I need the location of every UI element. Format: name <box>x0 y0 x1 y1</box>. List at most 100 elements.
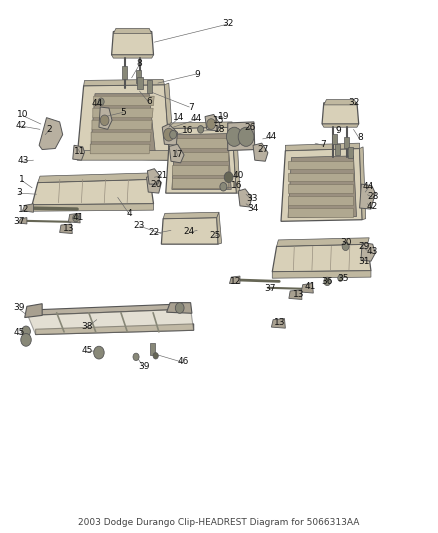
Text: 44: 44 <box>191 114 202 123</box>
Text: 43: 43 <box>367 247 378 256</box>
Bar <box>335 144 340 155</box>
Circle shape <box>163 128 174 141</box>
Polygon shape <box>172 152 228 161</box>
Polygon shape <box>25 304 42 318</box>
Text: 8: 8 <box>357 133 364 142</box>
Polygon shape <box>84 79 164 86</box>
Polygon shape <box>286 143 360 151</box>
Text: 27: 27 <box>257 145 268 154</box>
Text: 13: 13 <box>293 289 304 298</box>
Text: 3: 3 <box>16 188 22 197</box>
Text: 36: 36 <box>321 277 333 286</box>
Text: 30: 30 <box>340 238 351 247</box>
Text: 21: 21 <box>156 171 168 180</box>
Text: 12: 12 <box>18 205 29 214</box>
Text: 44: 44 <box>363 182 374 191</box>
Polygon shape <box>91 132 151 142</box>
Text: 28: 28 <box>367 192 378 201</box>
Polygon shape <box>28 304 191 316</box>
Text: 40: 40 <box>233 171 244 180</box>
Polygon shape <box>172 139 228 148</box>
Text: 37: 37 <box>13 217 25 227</box>
Text: 17: 17 <box>172 150 183 159</box>
Polygon shape <box>73 146 85 160</box>
Text: 20: 20 <box>150 180 161 189</box>
Text: 25: 25 <box>209 231 220 240</box>
Polygon shape <box>94 96 154 106</box>
Bar <box>344 138 349 148</box>
Circle shape <box>98 98 104 106</box>
Bar <box>136 70 141 83</box>
Text: 23: 23 <box>134 221 145 230</box>
Circle shape <box>94 346 104 359</box>
Polygon shape <box>170 122 232 128</box>
Bar <box>138 77 143 90</box>
Polygon shape <box>166 127 237 193</box>
Polygon shape <box>288 161 353 169</box>
Circle shape <box>73 214 79 222</box>
Polygon shape <box>22 204 33 212</box>
Circle shape <box>238 127 254 147</box>
Polygon shape <box>161 217 218 244</box>
Text: 2: 2 <box>47 125 53 134</box>
Text: 16: 16 <box>231 181 242 190</box>
Circle shape <box>153 353 158 359</box>
Text: 9: 9 <box>194 70 200 78</box>
Polygon shape <box>360 147 366 220</box>
Circle shape <box>21 334 31 346</box>
Polygon shape <box>39 118 63 150</box>
Polygon shape <box>93 108 153 118</box>
Polygon shape <box>253 143 268 161</box>
Bar <box>122 66 127 79</box>
Text: 4: 4 <box>127 209 132 218</box>
Polygon shape <box>163 212 219 219</box>
Text: 1: 1 <box>19 175 25 184</box>
Text: 12: 12 <box>230 277 241 286</box>
Text: 18: 18 <box>214 125 226 134</box>
Circle shape <box>21 326 30 337</box>
Polygon shape <box>172 134 231 189</box>
Polygon shape <box>217 212 222 244</box>
Text: 15: 15 <box>213 116 225 125</box>
Text: 34: 34 <box>247 204 259 213</box>
Polygon shape <box>99 107 112 130</box>
Text: 16: 16 <box>182 126 193 135</box>
Text: 31: 31 <box>358 257 370 265</box>
Text: 45: 45 <box>81 346 93 355</box>
Text: 39: 39 <box>138 362 150 371</box>
Circle shape <box>175 303 184 313</box>
Text: 45: 45 <box>13 328 25 337</box>
Text: 14: 14 <box>173 113 184 122</box>
Circle shape <box>133 353 139 361</box>
Polygon shape <box>32 179 153 205</box>
Polygon shape <box>272 271 371 278</box>
Bar <box>150 343 155 355</box>
Polygon shape <box>272 244 371 272</box>
Polygon shape <box>38 173 151 182</box>
Polygon shape <box>60 224 72 233</box>
Polygon shape <box>272 319 286 328</box>
Text: 9: 9 <box>336 126 342 135</box>
Polygon shape <box>90 94 155 156</box>
Polygon shape <box>68 213 80 223</box>
Polygon shape <box>92 120 152 130</box>
Text: 32: 32 <box>349 98 360 107</box>
Polygon shape <box>18 217 27 224</box>
Polygon shape <box>162 124 177 146</box>
Circle shape <box>324 277 331 286</box>
Text: 42: 42 <box>16 120 27 130</box>
Polygon shape <box>166 303 192 313</box>
Text: 39: 39 <box>13 303 25 312</box>
Text: 6: 6 <box>146 97 152 106</box>
Bar <box>332 134 337 144</box>
Text: 7: 7 <box>320 140 326 149</box>
Polygon shape <box>147 175 161 193</box>
Text: 22: 22 <box>149 228 160 237</box>
Polygon shape <box>148 168 160 184</box>
Text: 42: 42 <box>367 203 378 212</box>
Text: 43: 43 <box>18 156 29 165</box>
Polygon shape <box>288 173 353 181</box>
Text: 46: 46 <box>177 357 189 366</box>
Text: 38: 38 <box>81 321 93 330</box>
Text: 11: 11 <box>74 147 86 156</box>
